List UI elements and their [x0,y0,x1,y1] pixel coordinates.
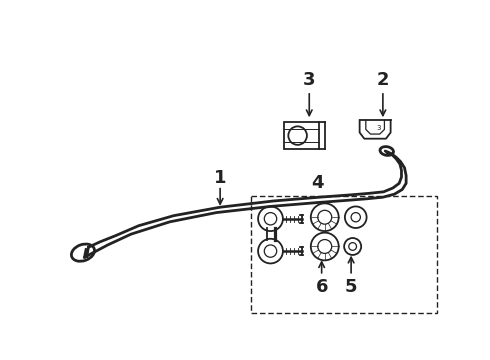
Text: 3: 3 [303,71,316,89]
Text: 1: 1 [214,169,226,187]
Text: 3: 3 [376,125,380,131]
Text: 2: 2 [377,71,389,89]
Text: 6: 6 [316,278,328,296]
Text: 5: 5 [345,278,357,296]
Bar [251,195,437,313]
Text: 4: 4 [311,174,323,192]
Bar [285,122,318,149]
